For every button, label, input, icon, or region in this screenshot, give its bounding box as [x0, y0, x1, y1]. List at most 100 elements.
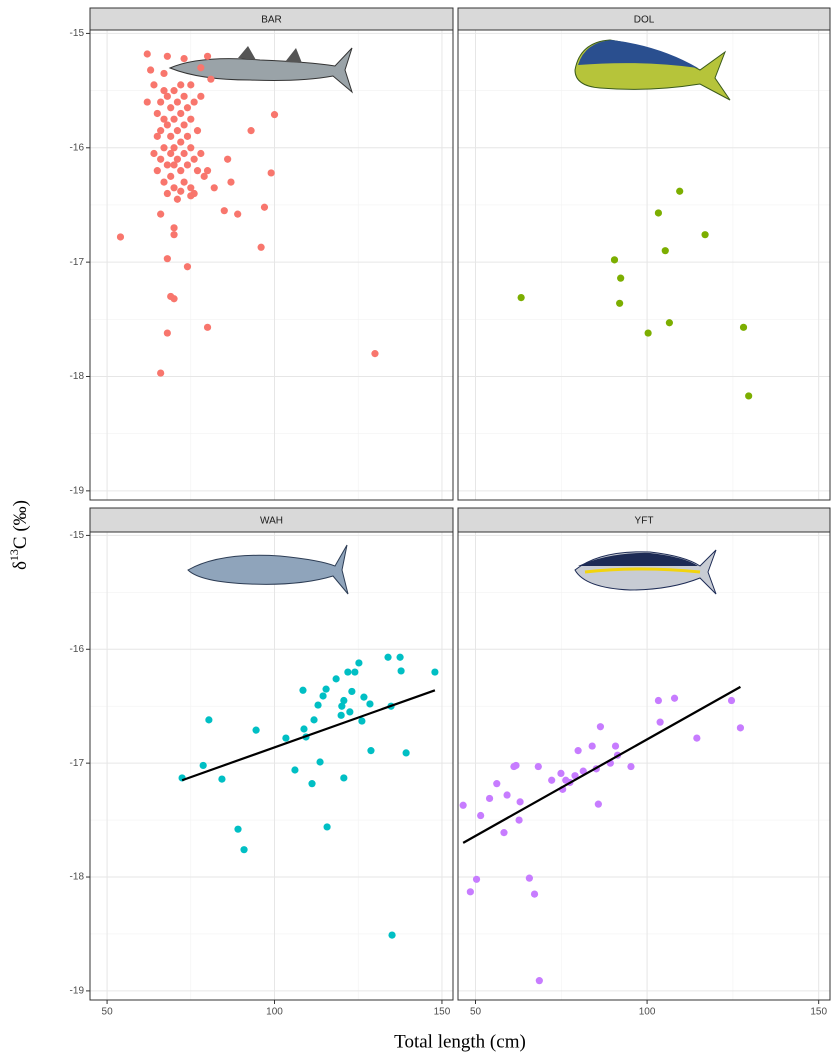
data-point: [177, 188, 184, 195]
x-tick-label: 50: [470, 1007, 482, 1018]
y-tick-label: -17: [70, 758, 85, 769]
data-point: [371, 350, 378, 357]
data-point: [662, 247, 669, 254]
data-point: [187, 192, 194, 199]
data-point: [575, 747, 582, 754]
data-point: [493, 780, 500, 787]
data-point: [164, 329, 171, 336]
panel-background: [458, 30, 830, 500]
data-point: [308, 780, 315, 787]
data-point: [207, 76, 214, 83]
data-point: [157, 211, 164, 218]
y-tick-label: -15: [70, 28, 85, 39]
data-point: [548, 777, 555, 784]
data-point: [170, 295, 177, 302]
data-point: [595, 801, 602, 808]
data-point: [174, 98, 181, 105]
data-point: [612, 742, 619, 749]
data-point: [486, 795, 493, 802]
data-point: [154, 167, 161, 174]
data-point: [211, 184, 218, 191]
y-tick-label: -18: [70, 371, 85, 382]
data-point: [177, 138, 184, 145]
data-point: [160, 144, 167, 151]
x-tick-label: 150: [810, 1007, 827, 1018]
y-tick-label: -16: [70, 644, 85, 655]
data-point: [340, 697, 347, 704]
data-point: [589, 742, 596, 749]
data-point: [268, 169, 275, 176]
data-point: [701, 231, 708, 238]
strip-label: WAH: [260, 516, 283, 527]
data-point: [745, 392, 752, 399]
data-point: [333, 675, 340, 682]
data-point: [282, 735, 289, 742]
data-point: [167, 104, 174, 111]
data-point: [174, 127, 181, 134]
data-point: [167, 173, 174, 180]
data-point: [366, 700, 373, 707]
data-point: [177, 110, 184, 117]
data-point: [204, 167, 211, 174]
data-point: [291, 766, 298, 773]
data-point: [473, 876, 480, 883]
data-point: [180, 121, 187, 128]
data-point: [174, 156, 181, 163]
data-point: [187, 81, 194, 88]
data-point: [205, 716, 212, 723]
data-point: [258, 244, 265, 251]
data-point: [184, 104, 191, 111]
data-point: [358, 717, 365, 724]
data-point: [351, 668, 358, 675]
data-point: [144, 98, 151, 105]
data-point: [160, 70, 167, 77]
data-point: [261, 204, 268, 211]
data-point: [184, 133, 191, 140]
data-point: [157, 156, 164, 163]
x-tick-label: 100: [266, 1007, 283, 1018]
y-axis-title: δ13C (‰): [7, 500, 32, 570]
x-tick-label: 50: [102, 1007, 114, 1018]
data-point: [657, 719, 664, 726]
data-point: [271, 111, 278, 118]
data-point: [299, 687, 306, 694]
data-point: [117, 233, 124, 240]
data-point: [367, 747, 374, 754]
y-tick-label: -19: [70, 986, 85, 997]
data-point: [247, 127, 254, 134]
data-point: [518, 294, 525, 301]
data-point: [194, 167, 201, 174]
data-point: [737, 724, 744, 731]
data-point: [397, 667, 404, 674]
data-point: [460, 802, 467, 809]
data-point: [477, 812, 484, 819]
data-point: [666, 319, 673, 326]
data-point: [344, 668, 351, 675]
y-tick-label: -19: [70, 485, 85, 496]
data-point: [515, 816, 522, 823]
data-point: [218, 775, 225, 782]
data-point: [500, 829, 507, 836]
y-tick-label: -18: [70, 872, 85, 883]
y-axis-title-sup: 13: [7, 549, 21, 561]
data-point: [314, 701, 321, 708]
data-point: [180, 93, 187, 100]
data-point: [616, 300, 623, 307]
data-point: [157, 127, 164, 134]
data-point: [180, 178, 187, 185]
data-point: [252, 727, 259, 734]
data-point: [512, 762, 519, 769]
data-point: [191, 156, 198, 163]
data-point: [503, 791, 510, 798]
data-point: [316, 758, 323, 765]
data-point: [164, 161, 171, 168]
data-point: [234, 211, 241, 218]
data-point: [174, 196, 181, 203]
data-point: [431, 668, 438, 675]
data-point: [164, 255, 171, 262]
data-point: [655, 209, 662, 216]
y-axis-title-part: C (‰): [10, 500, 31, 549]
strip-label: BAR: [261, 15, 282, 26]
data-point: [154, 110, 161, 117]
data-point: [627, 763, 634, 770]
